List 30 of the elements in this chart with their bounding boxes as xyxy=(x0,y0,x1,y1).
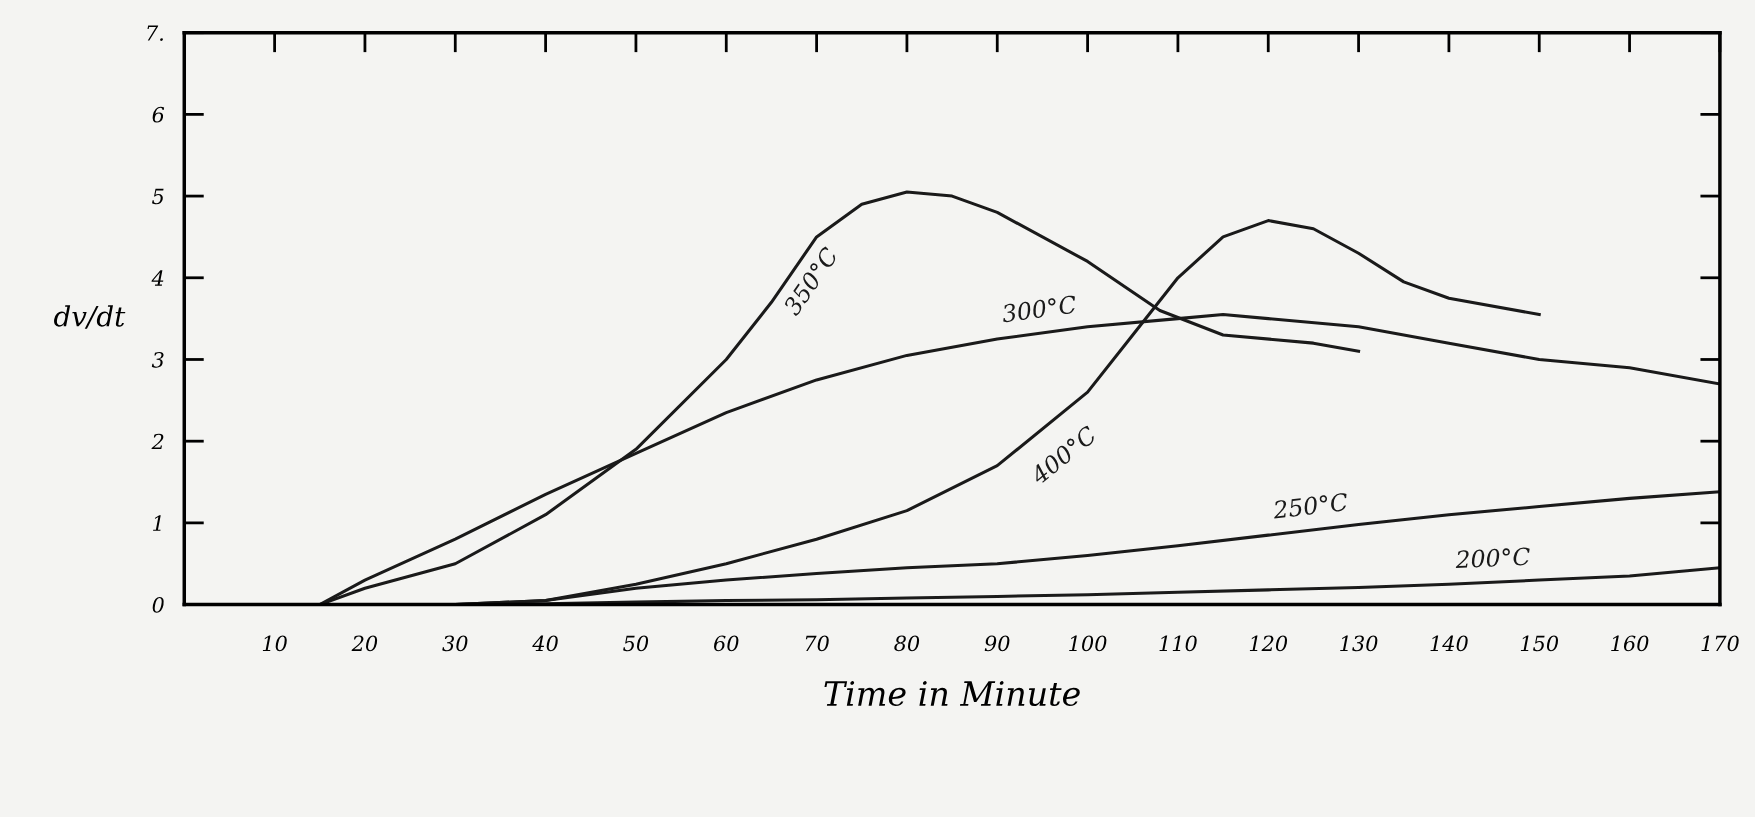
y-tick-label: 1 xyxy=(153,515,161,531)
y-tick-label: 6 xyxy=(152,106,165,123)
text: 250°C xyxy=(1272,492,1349,519)
x-tick-label: 30 xyxy=(442,635,468,652)
x-tick-label: 80 xyxy=(894,635,920,652)
series-label: 200°C xyxy=(1455,547,1531,569)
y-tick-label: 3 xyxy=(151,351,164,368)
x-tick-label: 10 xyxy=(262,635,287,652)
y-axis-title: dv/dt xyxy=(54,305,126,329)
y-tick-label: 2 xyxy=(151,433,164,450)
x-tick-label: 40 xyxy=(532,635,558,652)
y-tick-label: 0 xyxy=(152,597,164,613)
y-tick-label: 5 xyxy=(152,188,164,205)
x-tick-label: 50 xyxy=(623,635,649,652)
x-tick-label: 140 xyxy=(1430,635,1468,652)
y-tick-label: 7. xyxy=(147,25,163,41)
x-tick-label: 90 xyxy=(984,635,1010,652)
x-axis-title: Time in Minute xyxy=(824,681,1080,707)
x-tick-label: 20 xyxy=(351,635,378,652)
x-tick-label: 130 xyxy=(1340,635,1378,652)
y-tick-label: 4 xyxy=(151,270,164,286)
x-tick-label: 150 xyxy=(1520,635,1559,652)
x-tick-label: 60 xyxy=(714,635,739,652)
x-tick-label: 170 xyxy=(1701,635,1739,652)
x-tick-label: 120 xyxy=(1249,635,1288,652)
text: 300°C xyxy=(1001,295,1078,323)
x-tick-label: 100 xyxy=(1069,635,1107,652)
x-tick-label: 160 xyxy=(1611,635,1649,652)
x-tick-label: 110 xyxy=(1159,635,1197,652)
x-tick-label: 70 xyxy=(805,635,829,652)
